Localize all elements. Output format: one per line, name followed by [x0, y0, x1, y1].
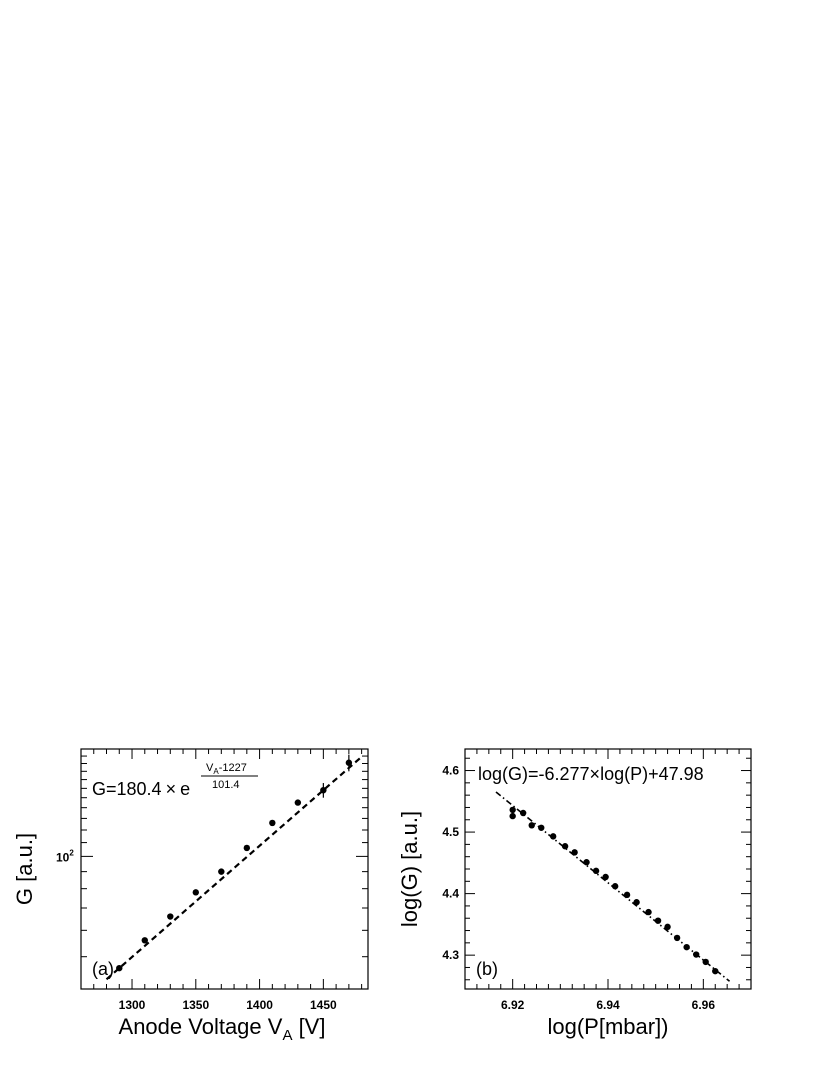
- panel-a-formula-prefix: G=180.4 × e: [92, 779, 190, 799]
- panel-a-x-axis-title: Anode Voltage VA [V]: [119, 1014, 326, 1044]
- panel-a-label: (a): [92, 959, 114, 979]
- panel-a-tick-labels: 1300 1350 1400 1450: [119, 998, 337, 1012]
- panel-b-x-axis-title: log(P[mbar]): [547, 1014, 668, 1039]
- panel-b-points: [509, 806, 719, 975]
- panel-b-data-point: [528, 822, 535, 829]
- panel-a: 1300 1350 1400 1450 102 G=180.4 × e VA-1227 1…: [12, 748, 369, 1044]
- panel-b-x-tick-label: 6.92: [501, 998, 525, 1012]
- panel-b: 6.92 6.94 6.96 4.3 4.4 4.5 4.6 log(G)=-6.277×l…: [397, 748, 752, 1039]
- panel-b-data-point: [712, 967, 719, 975]
- panel-a-formula-numerator: VA-1227: [206, 762, 247, 776]
- panel-a-formula-denominator: 101.4: [212, 779, 240, 791]
- panel-b-data-point: [561, 843, 569, 850]
- panel-a-fit-line: [105, 755, 363, 981]
- panel-a-data-point: [345, 759, 353, 766]
- panel-b-x-tick-label: 6.96: [692, 998, 716, 1012]
- panel-a-x-tick-label: 1400: [246, 998, 273, 1012]
- panel-a-data-point: [243, 844, 251, 852]
- panel-b-data-point: [673, 934, 681, 942]
- panel-b-data-point: [702, 958, 709, 966]
- panel-b-data-point: [583, 859, 590, 866]
- panel-a-data-point: [269, 819, 276, 827]
- panel-b-y-tick-label: 4.4: [442, 887, 459, 901]
- panel-a-data-point: [218, 868, 225, 875]
- panel-b-data-point: [549, 833, 557, 840]
- panel-a-data-point: [192, 889, 199, 896]
- panel-b-data-point: [611, 883, 619, 890]
- panel-a-ticks: [80, 749, 368, 990]
- panel-b-tick-labels: 6.92 6.94 6.96 4.3 4.4 4.5 4.6: [442, 764, 715, 1012]
- panel-a-data-point: [167, 913, 174, 920]
- panel-a-y-tick-exp: 2: [69, 848, 74, 857]
- panel-a-y-axis-title: G [a.u.]: [12, 833, 37, 905]
- panel-a-data-point: [116, 964, 123, 972]
- panel-b-data-point: [623, 891, 631, 899]
- panel-b-data-point: [654, 917, 662, 924]
- panel-b-data-point: [592, 867, 600, 875]
- panel-a-data-point: [141, 937, 148, 944]
- panel-b-formula: log(G)=-6.277×log(P)+47.98: [478, 764, 704, 784]
- panel-b-data-point: [519, 809, 527, 817]
- panel-a-y-tick-label: 102: [56, 848, 74, 864]
- panel-b-data-point: [509, 806, 516, 814]
- panel-b-data-point: [692, 951, 700, 958]
- panel-a-fit: [105, 755, 363, 981]
- panel-a-x-tick-label: 1350: [182, 998, 209, 1012]
- panel-b-data-point: [683, 943, 690, 951]
- panel-b-data-point: [509, 812, 516, 820]
- panel-b-data-point: [538, 824, 545, 831]
- panel-b-data-point: [602, 873, 609, 881]
- panel-a-x-tick-label: 1300: [119, 998, 146, 1012]
- panel-b-frame: [464, 748, 752, 990]
- panel-a-data-point: [320, 786, 327, 794]
- panel-b-data-point: [645, 908, 652, 916]
- panel-a-y-tick-base: 10: [56, 850, 70, 864]
- panel-b-y-axis-title: log(G) [a.u.]: [397, 811, 422, 927]
- panel-b-label: (b): [476, 959, 498, 979]
- panel-b-y-tick-label: 4.5: [442, 825, 459, 839]
- panel-a-data-point: [294, 799, 302, 806]
- panel-b-data-point: [571, 849, 578, 856]
- panel-b-ticks: [465, 749, 752, 989]
- panel-b-data-point: [664, 923, 671, 931]
- panel-a-formula: G=180.4 × e VA-1227 101.4: [92, 762, 258, 799]
- panel-b-y-tick-label: 4.6: [442, 764, 459, 778]
- panel-b-x-tick-label: 6.94: [596, 998, 620, 1012]
- panel-b-data-point: [633, 899, 640, 906]
- panel-b-y-tick-label: 4.3: [442, 948, 459, 962]
- panel-a-frame: [80, 748, 369, 990]
- panel-a-points: [116, 754, 353, 972]
- panel-a-x-tick-label: 1450: [310, 998, 337, 1012]
